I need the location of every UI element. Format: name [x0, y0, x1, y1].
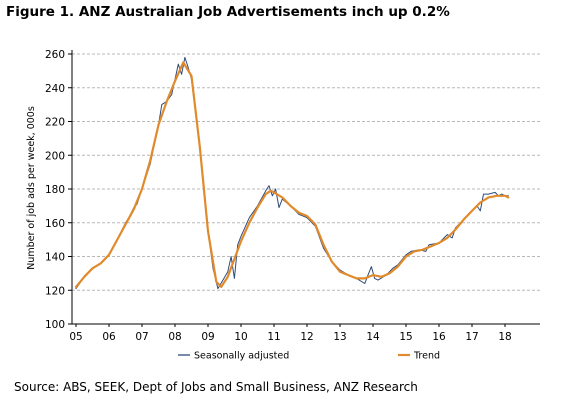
x-tick-label: 14 [366, 331, 380, 343]
x-tick-label: 18 [498, 331, 511, 343]
y-tick-label: 220 [45, 117, 65, 129]
x-tick-label: 08 [168, 331, 181, 343]
series-line-seasonally-adjusted [75, 56, 509, 290]
x-tick-label: 16 [432, 331, 446, 343]
source-note: Source: ABS, SEEK, Dept of Jobs and Smal… [14, 380, 418, 394]
legend-label: Seasonally adjusted [194, 351, 289, 362]
y-axis-label: Number of job ads per week, 000s [26, 106, 37, 270]
y-tick-label: 160 [45, 218, 65, 230]
x-tick-label: 13 [333, 331, 346, 343]
x-axis-ticks: 05 06 07 08 09 10 11 12 13 14 15 16 17 18 [69, 324, 512, 343]
series-lines [74, 56, 510, 290]
x-tick-label: 09 [201, 331, 214, 343]
y-axis-ticks: 100 120 140 160 180 200 220 240 260 [45, 49, 72, 331]
y-tick-label: 200 [45, 150, 65, 162]
x-tick-label: 11 [267, 331, 280, 343]
y-tick-label: 240 [45, 83, 65, 95]
y-tick-label: 260 [45, 49, 65, 61]
x-tick-label: 17 [465, 331, 478, 343]
series-line-trend [74, 61, 510, 288]
x-tick-label: 06 [102, 331, 116, 343]
x-tick-label: 07 [135, 331, 148, 343]
x-tick-label: 12 [300, 331, 313, 343]
y-tick-label: 140 [45, 252, 65, 264]
x-tick-label: 05 [69, 331, 82, 343]
legend: Seasonally adjusted Trend [178, 351, 440, 362]
chart-title: Figure 1. ANZ Australian Job Advertiseme… [6, 4, 450, 20]
axes [71, 50, 540, 325]
y-tick-label: 180 [45, 184, 65, 196]
y-tick-label: 100 [45, 319, 65, 331]
x-tick-label: 15 [399, 331, 412, 343]
x-tick-label: 10 [234, 331, 247, 343]
legend-label: Trend [413, 351, 440, 362]
gridlines [72, 53, 540, 291]
y-tick-label: 120 [45, 285, 65, 297]
